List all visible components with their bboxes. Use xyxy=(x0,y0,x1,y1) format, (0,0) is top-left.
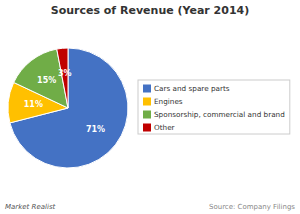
legend-item: Engines xyxy=(143,97,183,106)
pie xyxy=(8,48,128,168)
legend-label: Cars and spare parts xyxy=(154,84,230,93)
legend-swatch xyxy=(143,85,151,93)
chart-container: Sources of Revenue (Year 2014) 71% 11% 15%3… xyxy=(0,0,300,214)
legend: Cars and spare parts Engines Sponsorship, … xyxy=(138,80,290,134)
legend-item: Sponsorship, commercial and brand xyxy=(143,110,285,119)
pie-slice xyxy=(57,48,68,108)
title: Sources of Revenue (Year 2014) xyxy=(51,4,250,17)
legend-frame xyxy=(138,80,290,134)
legend-label: Engines xyxy=(154,97,183,106)
data-label: 15% xyxy=(37,76,56,85)
data-labels: 71% 11% 15%3% xyxy=(24,69,105,134)
legend-item: Cars and spare parts xyxy=(143,84,230,93)
legend-label: Other xyxy=(154,123,175,132)
annotation: Market Realist xyxy=(5,203,56,211)
data-label: 3% xyxy=(58,69,72,78)
annotation: Source: Company Filings xyxy=(209,203,295,211)
data-label: 11% xyxy=(24,100,43,109)
chart-svg: Sources of Revenue (Year 2014) 71% 11% 15%3… xyxy=(0,0,300,214)
legend-label: Sponsorship, commercial and brand xyxy=(154,110,285,119)
legend-swatch xyxy=(143,98,151,106)
legend-item: Other xyxy=(143,123,175,132)
legend-swatch xyxy=(143,124,151,132)
legend-swatch xyxy=(143,111,151,119)
data-label: 71% xyxy=(86,125,105,134)
